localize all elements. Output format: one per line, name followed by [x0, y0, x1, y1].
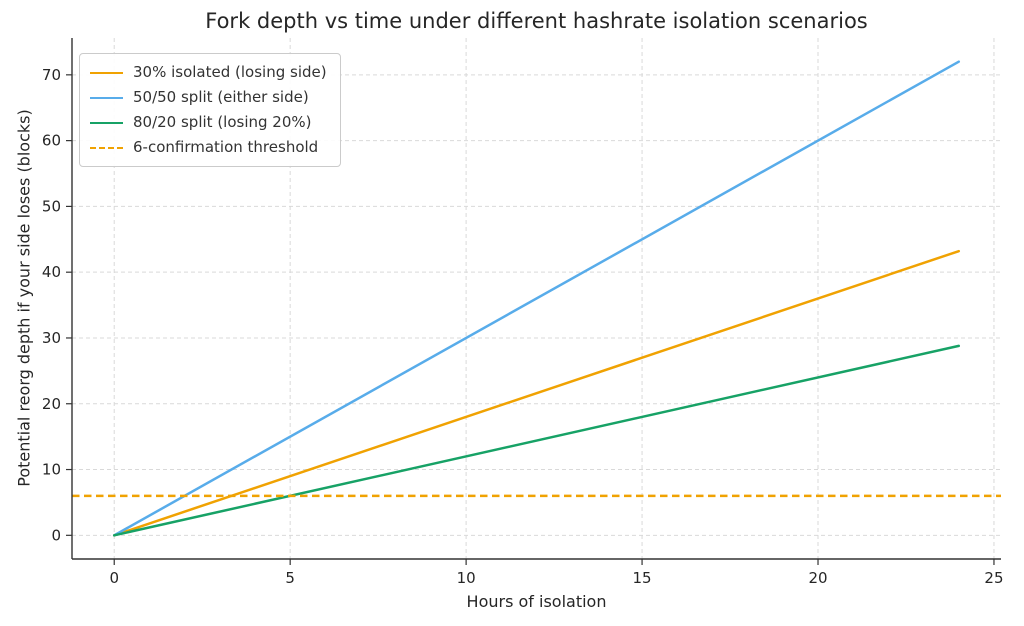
- y-tick-label: 30: [42, 329, 61, 347]
- y-tick-label: 0: [51, 526, 61, 544]
- y-tick-label: 50: [42, 197, 61, 215]
- legend-item-label: 80/20 split (losing 20%): [133, 113, 312, 131]
- y-tick-label: 20: [42, 395, 61, 413]
- legend-item: 6-confirmation threshold: [90, 138, 327, 157]
- series-line: [112, 344, 961, 537]
- y-tick-label: 70: [42, 66, 61, 84]
- x-tick-label: 0: [109, 569, 119, 587]
- x-tick-label: 10: [457, 569, 476, 587]
- series-line: [112, 60, 961, 537]
- y-tick-label: 60: [42, 132, 61, 150]
- legend-item: 30% isolated (losing side): [90, 63, 327, 82]
- legend-line-sample: [90, 121, 123, 124]
- y-axis-label: Potential reorg depth if your side loses…: [14, 109, 34, 487]
- x-tick-label: 5: [285, 569, 295, 587]
- legend-item-label: 30% isolated (losing side): [133, 63, 327, 81]
- legend-item: 80/20 split (losing 20%): [90, 113, 327, 132]
- x-tick-label: 25: [984, 569, 1003, 587]
- series-line: [112, 249, 961, 537]
- legend-line-sample: [90, 96, 123, 99]
- legend-line-sample: [90, 146, 123, 149]
- chart-title: Fork depth vs time under different hashr…: [205, 9, 868, 33]
- x-axis-label: Hours of isolation: [466, 592, 607, 611]
- legend-item: 50/50 split (either side): [90, 88, 327, 107]
- legend: 30% isolated (losing side) 50/50 split (e…: [79, 53, 341, 167]
- y-tick-label: 10: [42, 461, 61, 479]
- legend-line-sample: [90, 71, 123, 74]
- legend-item-label: 6-confirmation threshold: [133, 138, 319, 156]
- legend-item-label: 50/50 split (either side): [133, 88, 309, 106]
- x-tick-label: 20: [808, 569, 827, 587]
- y-tick-label: 40: [42, 263, 61, 281]
- x-tick-label: 15: [633, 569, 652, 587]
